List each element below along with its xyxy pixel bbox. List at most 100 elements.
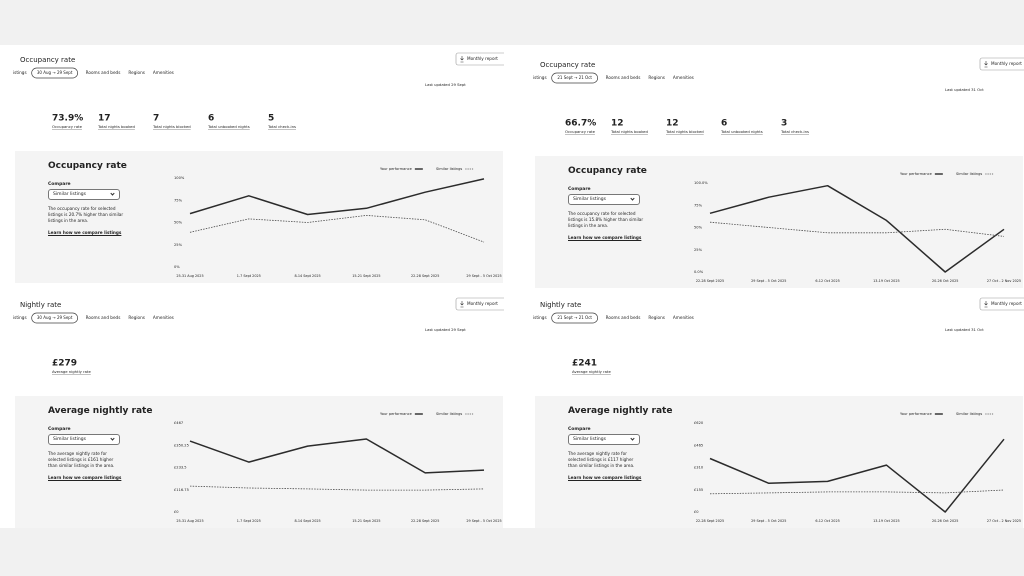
date-range: 21 Sept → 21 Oct: [557, 75, 592, 80]
compare-link[interactable]: Learn how we compare listings: [568, 475, 642, 480]
compare-label: Compare: [48, 427, 71, 432]
x-tick-label: 8-14 Sept 2025: [294, 519, 320, 523]
x-tick-label: 20-26 Oct 2025: [932, 279, 959, 283]
card-title: Average nightly rate: [568, 406, 673, 416]
date-range-pill[interactable]: 21 Sept → 21 Oct: [551, 312, 599, 324]
compare-label: Compare: [568, 187, 591, 192]
x-tick-label: 22-28 Sept 2025: [411, 519, 439, 523]
x-tick-label: 1-7 Sept 2025: [237, 519, 261, 523]
y-tick-label: 0%: [174, 265, 180, 269]
series-line: [709, 438, 1005, 513]
export-button[interactable]: [455, 297, 506, 311]
y-tick-label: £116.75: [174, 488, 189, 492]
series-line: [189, 485, 485, 491]
filter-button[interactable]: Amenities: [673, 315, 694, 320]
date-range-pill[interactable]: 30 Aug → 29 Sept: [31, 67, 79, 79]
stat-label: Occupancy rate: [52, 124, 83, 129]
date-range-pill[interactable]: 30 Aug → 29 Sept: [31, 312, 79, 324]
series-line: [189, 215, 485, 243]
stat-value: 17: [98, 114, 111, 124]
y-tick-label: £0: [694, 510, 699, 514]
panel-title: Nightly rate: [20, 301, 61, 309]
stat-label: Total nights booked: [97, 124, 135, 129]
y-tick-label: 75%: [174, 198, 183, 202]
card: [535, 396, 1023, 528]
card-info: Occupancy rate Compare Similar listings The…: [568, 166, 688, 281]
last-updated: Last updated 29 Sept: [425, 327, 466, 332]
legend-label: Your performance: [380, 167, 413, 171]
legend-label: Similar listings: [436, 412, 462, 416]
card-column: Occupancy rate Compare Similar listings The…: [48, 161, 168, 235]
y-tick-label: 100%: [174, 176, 185, 180]
filter-button[interactable]: Amenities: [153, 315, 174, 320]
y-tick-label: 50%: [174, 221, 183, 225]
pill-border: [31, 67, 79, 79]
pill-border: [31, 312, 79, 324]
y-tick-label: 50%: [694, 226, 703, 230]
filter-button[interactable]: Regions: [128, 70, 145, 75]
download-icon: [984, 301, 988, 308]
filter-button[interactable]: Rooms and beds: [86, 315, 121, 320]
x-tick-label: 27 Oct - 2 Nov 2025: [987, 279, 1021, 283]
filter-button[interactable]: Rooms and beds: [86, 70, 121, 75]
stat-label: Total check-ins: [267, 124, 296, 129]
stat-label: Average nightly rate: [52, 369, 91, 374]
card-title: Occupancy rate: [568, 166, 647, 176]
panel: Occupancy rate istings 21 Sept → 21 Oct Roo…: [533, 58, 1024, 288]
stat-label: Total unbooked nights: [720, 129, 763, 134]
filter-button[interactable]: Regions: [648, 315, 665, 320]
download-icon: [984, 61, 988, 68]
export-button[interactable]: [979, 57, 1024, 71]
panel-title: Occupancy rate: [540, 61, 595, 69]
date-range-pill[interactable]: 21 Sept → 21 Oct: [551, 72, 599, 84]
compare-select[interactable]: Similar listings: [48, 434, 120, 445]
series-line: [709, 221, 1005, 237]
export-button[interactable]: [455, 52, 506, 66]
compare-link[interactable]: Learn how we compare listings: [568, 235, 642, 240]
card-info: Occupancy rate Compare Similar listings The…: [48, 161, 168, 276]
comparison-text: The occupancy rate for selected listings…: [48, 206, 124, 223]
comparison-text: The average nightly rate for selected li…: [48, 451, 115, 468]
y-tick-label: £233.5: [174, 466, 187, 470]
stat-value: 3: [781, 119, 787, 129]
compare-link[interactable]: Learn how we compare listings: [48, 230, 122, 235]
filter-button[interactable]: Regions: [648, 75, 665, 80]
x-tick-label: 20-26 Oct 2025: [932, 519, 959, 523]
filter-label: istings: [533, 315, 547, 320]
filter-button[interactable]: Rooms and beds: [606, 315, 641, 320]
last-updated: Last updated 31 Oct: [945, 327, 984, 332]
filter-button[interactable]: Regions: [128, 315, 145, 320]
export-button[interactable]: [979, 297, 1024, 311]
date-range: 21 Sept → 21 Oct: [557, 315, 592, 320]
y-tick-label: £310: [694, 466, 704, 470]
panel: Nightly rate istings 30 Aug → 29 Sept Rooms…: [13, 298, 506, 528]
stat-value: £279: [52, 359, 77, 369]
card-title: Occupancy rate: [48, 161, 127, 171]
y-tick-label: £0: [174, 510, 179, 514]
x-tick-label: 25-31 Aug 2025: [176, 519, 203, 523]
panel-title: Nightly rate: [540, 301, 581, 309]
x-tick-label: 1-7 Sept 2025: [237, 274, 261, 278]
legend-label: Your performance: [900, 172, 933, 176]
stat-value: 7: [153, 114, 159, 124]
filter-button[interactable]: Amenities: [153, 70, 174, 75]
compare-select[interactable]: Similar listings: [568, 434, 640, 445]
x-tick-label: 25-31 Aug 2025: [176, 274, 203, 278]
card-info: Average nightly rate Compare Similar listi…: [48, 406, 168, 521]
compare-link[interactable]: Learn how we compare listings: [48, 475, 122, 480]
pill-border: [551, 312, 599, 324]
compare-select[interactable]: Similar listings: [48, 189, 120, 200]
x-tick-label: 6-12 Oct 2025: [815, 519, 839, 523]
card-title: Average nightly rate: [48, 406, 153, 416]
y-tick-label: 25%: [694, 248, 703, 252]
legend-label: Your performance: [380, 412, 413, 416]
comparison-text: The average nightly rate for selected li…: [568, 451, 635, 468]
compare-select[interactable]: Similar listings: [568, 194, 640, 205]
y-tick-label: £155: [694, 488, 703, 492]
filter-label: istings: [533, 75, 547, 80]
filter-button[interactable]: Amenities: [673, 75, 694, 80]
x-tick-label: 13-19 Oct 2025: [873, 279, 900, 283]
filter-button[interactable]: Rooms and beds: [606, 75, 641, 80]
